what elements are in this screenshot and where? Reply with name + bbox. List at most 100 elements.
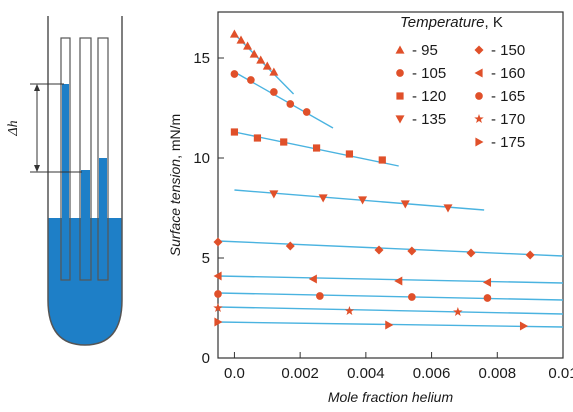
data-point-series-6 — [394, 276, 403, 286]
legend-title: Temperature, K — [400, 14, 503, 31]
y-axis-title-unit: , mN/m — [167, 114, 183, 159]
liquid-column-tube-1 — [62, 84, 69, 218]
capillary-tube-3 — [97, 37, 109, 281]
data-point-series-7 — [214, 290, 222, 298]
legend-entry-label: - 120 — [412, 88, 446, 105]
legend-entry-label: - 95 — [412, 42, 438, 59]
fit-line-series-8 — [217, 306, 564, 315]
data-point-series-4 — [318, 194, 328, 203]
data-point-series-1 — [269, 67, 279, 76]
capillary-tube-2 — [79, 37, 92, 281]
data-point-series-5 — [374, 245, 384, 255]
data-point-series-1 — [256, 55, 266, 64]
y-axis-title-main: Surface tension — [167, 159, 183, 256]
legend-marker-series-6 — [474, 68, 483, 78]
data-point-series-8 — [453, 307, 463, 316]
data-point-series-4 — [358, 196, 368, 205]
data-point-series-1 — [243, 41, 253, 50]
legend-marker-series-9 — [475, 137, 484, 147]
data-point-series-6 — [308, 274, 317, 284]
x-tick-label: 0.004 — [347, 365, 385, 382]
capillary-diagram: Δh — [6, 16, 123, 346]
liquid-column-tube-3 — [99, 158, 107, 218]
legend-marker-series-4 — [395, 115, 405, 124]
legend-entry-label: - 160 — [491, 65, 525, 82]
data-point-series-5 — [466, 248, 476, 258]
data-point-series-2 — [230, 70, 239, 78]
y-tick-label: 5 — [202, 250, 210, 267]
x-tick-label: 0.006 — [413, 365, 451, 382]
capillary-tubes — [60, 37, 109, 281]
y-tick-label: 15 — [193, 50, 210, 67]
y-tick-label: 10 — [193, 150, 210, 167]
legend-marker-series-8 — [474, 114, 484, 123]
axis-ticks: 0.0 0.002 0.004 0.006 0.008 0.01 0 5 10 15 — [193, 50, 573, 382]
data-point-series-3 — [230, 128, 239, 136]
vessel-outline — [47, 16, 123, 346]
data-point-series-1 — [262, 61, 272, 70]
data-point-series-2 — [286, 100, 295, 108]
data-point-series-1 — [236, 35, 246, 44]
legend-entry-label: - 135 — [412, 111, 446, 128]
data-point-series-9 — [214, 317, 223, 327]
delta-h-label: Δh — [6, 120, 21, 136]
data-point-series-1 — [249, 49, 259, 58]
fit-line-series-7 — [217, 292, 564, 301]
y-axis-title: Surface tension, mN/m — [167, 114, 183, 256]
legend-marker-series-5 — [474, 45, 484, 55]
legend-entry-label: - 105 — [412, 65, 446, 82]
liquid-pool — [48, 218, 122, 345]
x-tick-label: 0.0 — [224, 365, 245, 382]
data-point-series-5 — [525, 250, 535, 260]
x-tick-label: 0.002 — [281, 365, 319, 382]
data-point-series-9 — [519, 321, 529, 331]
data-point-series-3 — [280, 138, 288, 146]
x-tick-label: 0.01 — [548, 365, 573, 382]
data-point-series-5 — [407, 246, 417, 256]
data-point-series-9 — [385, 320, 394, 330]
data-point-series-4 — [400, 200, 410, 209]
data-point-series-1 — [229, 29, 239, 38]
data-point-series-7 — [483, 294, 492, 302]
x-axis-title: Mole fraction helium — [328, 389, 454, 405]
data-point-series-3 — [378, 156, 386, 164]
legend-title-unit: , K — [485, 14, 503, 31]
legend-marker-series-2 — [396, 69, 404, 77]
data-point-series-8 — [213, 303, 223, 312]
fit-line-series-1 — [233, 33, 295, 95]
plot-frame — [217, 11, 564, 359]
data-point-series-7 — [408, 293, 416, 301]
legend-marker-series-3 — [396, 92, 404, 100]
data-point-series-8 — [344, 306, 355, 315]
data-point-series-6 — [482, 277, 492, 287]
data-point-series-5 — [285, 241, 295, 251]
plot-area: 0.0 0.002 0.004 0.006 0.008 0.01 0 5 10 15 Temper… — [167, 11, 573, 405]
fit-line-series-5 — [217, 240, 564, 257]
legend-entry-label: - 175 — [491, 134, 525, 151]
legend: Temperature, K - 95 - 105 - 120 - 135 - 150 - … — [395, 14, 525, 151]
legend-title-main: Temperature — [400, 14, 485, 31]
legend-entry-label: - 165 — [491, 88, 525, 105]
data-points — [213, 29, 535, 331]
dh-arrow-head-top — [34, 84, 40, 91]
legend-entry-label: - 150 — [491, 42, 525, 59]
data-point-series-7 — [316, 292, 324, 300]
data-point-series-6 — [213, 271, 222, 281]
capillary-tube-1 — [60, 37, 71, 281]
legend-marker-series-1 — [395, 45, 405, 54]
y-tick-label: 0 — [202, 350, 210, 367]
data-point-series-2 — [302, 108, 311, 116]
legend-entry-label: - 170 — [491, 111, 525, 128]
data-point-series-2 — [270, 88, 278, 96]
data-point-series-3 — [253, 134, 262, 142]
fit-line-series-6 — [217, 275, 564, 284]
data-point-series-3 — [345, 150, 354, 158]
liquid-column-tube-2 — [81, 170, 90, 218]
dh-arrow-head-bottom — [34, 165, 40, 172]
fit-lines — [217, 33, 564, 328]
x-tick-label: 0.008 — [479, 365, 517, 382]
data-point-series-4 — [443, 204, 453, 213]
data-point-series-3 — [312, 144, 321, 152]
